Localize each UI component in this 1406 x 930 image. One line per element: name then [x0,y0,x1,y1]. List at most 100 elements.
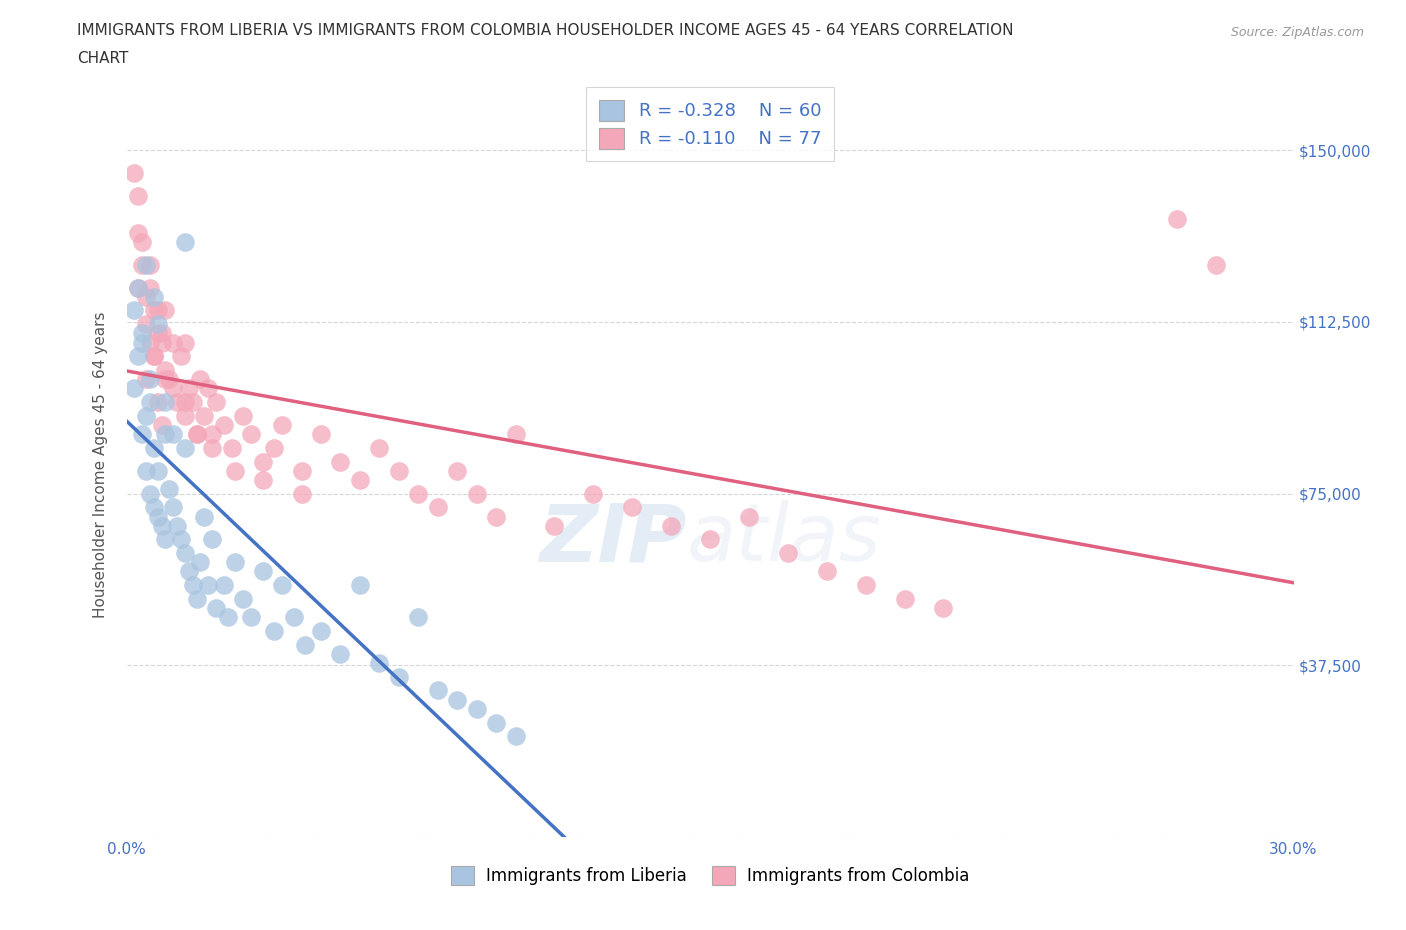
Point [127,349,149,364]
Point [174,394,197,409]
Point [426,683,449,698]
Point [166,518,188,533]
Point [190,555,212,570]
Point [142,441,165,456]
Point [131,335,153,350]
Point [170,349,193,364]
Point [174,408,197,423]
Point [181,578,204,592]
Point [263,623,285,638]
Text: atlas: atlas [686,500,882,578]
Point [446,692,468,707]
Point [155,532,177,547]
Point [368,441,391,456]
Y-axis label: Householder Income Ages 45 - 64 years: Householder Income Ages 45 - 64 years [93,312,108,618]
Point [135,258,157,272]
Point [294,637,316,652]
Point [465,486,488,501]
Point [155,303,177,318]
Point [271,418,294,432]
Point [135,289,157,304]
Point [162,427,184,442]
Text: IMMIGRANTS FROM LIBERIA VS IMMIGRANTS FROM COLOMBIA HOUSEHOLDER INCOME AGES 45 -: IMMIGRANTS FROM LIBERIA VS IMMIGRANTS FR… [77,23,1014,38]
Point [485,509,508,524]
Point [232,408,254,423]
Point [1166,211,1188,226]
Point [290,486,312,501]
Point [146,317,169,332]
Point [142,289,165,304]
Point [135,317,157,332]
Point [329,646,352,661]
Point [186,427,208,442]
Text: ZIP: ZIP [540,500,686,578]
Point [329,454,352,469]
Legend: Immigrants from Liberia, Immigrants from Colombia: Immigrants from Liberia, Immigrants from… [444,859,976,892]
Point [146,303,169,318]
Point [155,394,177,409]
Point [150,518,173,533]
Point [776,546,799,561]
Point [124,381,146,396]
Point [205,601,228,616]
Text: Source: ZipAtlas.com: Source: ZipAtlas.com [1230,26,1364,39]
Point [197,578,219,592]
Point [181,394,204,409]
Point [408,610,430,625]
Point [309,427,332,442]
Point [139,372,162,387]
Point [224,555,246,570]
Point [221,441,243,456]
Point [174,234,197,249]
Point [505,729,527,744]
Point [177,381,200,396]
Point [142,500,165,515]
Point [224,463,246,478]
Point [135,408,157,423]
Point [155,372,177,387]
Point [621,500,644,515]
Point [127,280,149,295]
Point [659,518,682,533]
Point [349,472,371,487]
Point [1205,258,1227,272]
Point [127,189,149,204]
Point [139,394,162,409]
Point [193,509,215,524]
Point [150,418,173,432]
Point [465,701,488,716]
Point [738,509,761,524]
Point [446,463,468,478]
Point [252,454,274,469]
Text: CHART: CHART [77,51,129,66]
Point [212,418,235,432]
Point [150,326,173,340]
Point [155,427,177,442]
Point [252,564,274,578]
Point [124,166,146,180]
Point [388,463,411,478]
Point [893,591,915,606]
Point [190,372,212,387]
Point [162,500,184,515]
Point [186,427,208,442]
Point [139,258,162,272]
Point [197,381,219,396]
Point [388,670,411,684]
Point [174,335,197,350]
Point [155,363,177,378]
Point [174,441,197,456]
Point [232,591,254,606]
Point [131,234,153,249]
Point [309,623,332,638]
Point [699,532,721,547]
Point [290,463,312,478]
Point [170,532,193,547]
Point [426,500,449,515]
Point [932,601,955,616]
Point [193,408,215,423]
Point [166,394,188,409]
Point [505,427,527,442]
Point [815,564,838,578]
Point [271,578,294,592]
